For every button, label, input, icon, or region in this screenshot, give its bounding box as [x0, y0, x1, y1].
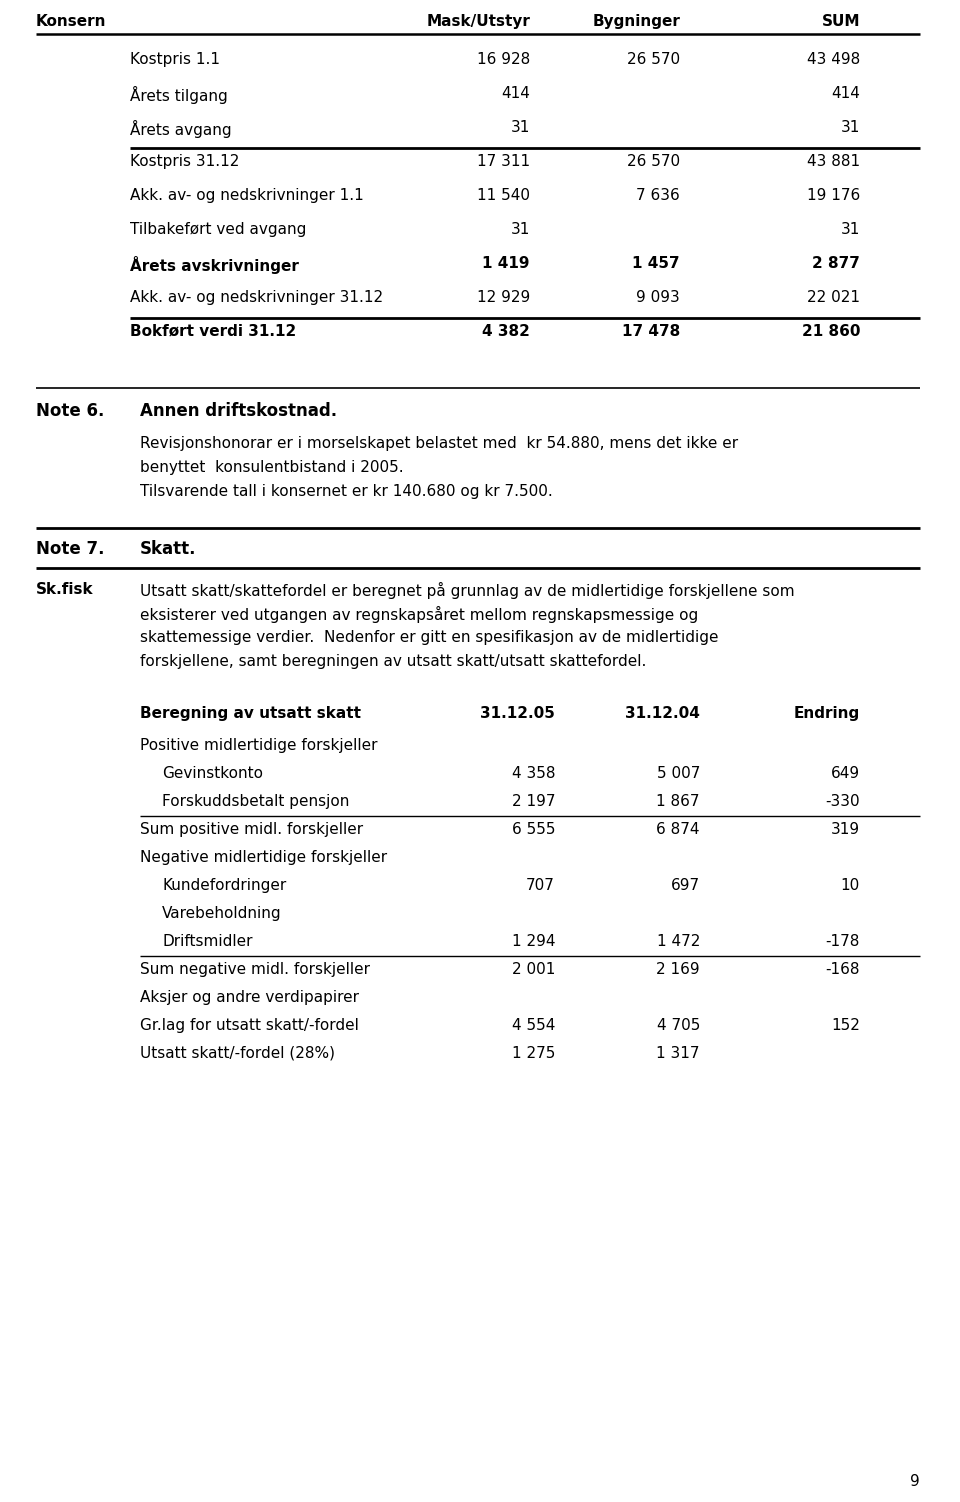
Text: 152: 152 [831, 1018, 860, 1033]
Text: 6 874: 6 874 [657, 822, 700, 837]
Text: 4 554: 4 554 [512, 1018, 555, 1033]
Text: 4 705: 4 705 [657, 1018, 700, 1033]
Text: 2 169: 2 169 [657, 961, 700, 976]
Text: Bygninger: Bygninger [592, 14, 680, 29]
Text: 17 478: 17 478 [622, 324, 680, 339]
Text: 414: 414 [831, 86, 860, 101]
Text: Konsern: Konsern [36, 14, 107, 29]
Text: 414: 414 [501, 86, 530, 101]
Text: Årets avgang: Årets avgang [130, 120, 231, 138]
Text: Forskuddsbetalt pensjon: Forskuddsbetalt pensjon [162, 795, 349, 810]
Text: 4 382: 4 382 [482, 324, 530, 339]
Text: Skatt.: Skatt. [140, 541, 197, 559]
Text: 43 498: 43 498 [806, 53, 860, 68]
Text: Driftsmidler: Driftsmidler [162, 934, 252, 949]
Text: 43 881: 43 881 [806, 155, 860, 170]
Text: -330: -330 [826, 795, 860, 810]
Text: 1 419: 1 419 [483, 255, 530, 270]
Text: 16 928: 16 928 [477, 53, 530, 68]
Text: 707: 707 [526, 879, 555, 894]
Text: 2 197: 2 197 [512, 795, 555, 810]
Text: Endring: Endring [794, 706, 860, 721]
Text: 10: 10 [841, 879, 860, 894]
Text: 2 001: 2 001 [512, 961, 555, 976]
Text: 31: 31 [841, 120, 860, 135]
Text: 31: 31 [511, 222, 530, 237]
Text: Kostpris 31.12: Kostpris 31.12 [130, 155, 239, 170]
Text: 5 007: 5 007 [657, 766, 700, 781]
Text: 2 877: 2 877 [812, 255, 860, 270]
Text: Note 6.: Note 6. [36, 403, 105, 421]
Text: Sum negative midl. forskjeller: Sum negative midl. forskjeller [140, 961, 370, 976]
Text: skattemessige verdier.  Nedenfor er gitt en spesifikasjon av de midlertidige: skattemessige verdier. Nedenfor er gitt … [140, 629, 718, 644]
Text: 649: 649 [830, 766, 860, 781]
Text: 9: 9 [910, 1473, 920, 1488]
Text: 31.12.04: 31.12.04 [625, 706, 700, 721]
Text: SUM: SUM [822, 14, 860, 29]
Text: 26 570: 26 570 [627, 53, 680, 68]
Text: 19 176: 19 176 [806, 188, 860, 203]
Text: Kostpris 1.1: Kostpris 1.1 [130, 53, 220, 68]
Text: Note 7.: Note 7. [36, 541, 105, 559]
Text: benyttet  konsulentbistand i 2005.: benyttet konsulentbistand i 2005. [140, 460, 403, 475]
Text: Annen driftskostnad.: Annen driftskostnad. [140, 403, 337, 421]
Text: Gevinstkonto: Gevinstkonto [162, 766, 263, 781]
Text: 1 275: 1 275 [512, 1045, 555, 1060]
Text: 1 457: 1 457 [633, 255, 680, 270]
Text: 1 867: 1 867 [657, 795, 700, 810]
Text: Kundefordringer: Kundefordringer [162, 879, 286, 894]
Text: 17 311: 17 311 [477, 155, 530, 170]
Text: Negative midlertidige forskjeller: Negative midlertidige forskjeller [140, 850, 387, 865]
Text: 31: 31 [841, 222, 860, 237]
Text: 697: 697 [671, 879, 700, 894]
Text: Sum positive midl. forskjeller: Sum positive midl. forskjeller [140, 822, 363, 837]
Text: Revisjonshonorar er i morselskapet belastet med  kr 54.880, mens det ikke er: Revisjonshonorar er i morselskapet belas… [140, 436, 738, 451]
Text: 1 294: 1 294 [512, 934, 555, 949]
Text: Positive midlertidige forskjeller: Positive midlertidige forskjeller [140, 737, 377, 753]
Text: Tilbakeført ved avgang: Tilbakeført ved avgang [130, 222, 306, 237]
Text: 1 317: 1 317 [657, 1045, 700, 1060]
Text: Aksjer og andre verdipapirer: Aksjer og andre verdipapirer [140, 990, 359, 1005]
Text: Beregning av utsatt skatt: Beregning av utsatt skatt [140, 706, 361, 721]
Text: 1 472: 1 472 [657, 934, 700, 949]
Text: Bokført verdi 31.12: Bokført verdi 31.12 [130, 324, 297, 339]
Text: Sk.fisk: Sk.fisk [36, 581, 94, 596]
Text: 31.12.05: 31.12.05 [480, 706, 555, 721]
Text: 319: 319 [830, 822, 860, 837]
Text: 6 555: 6 555 [512, 822, 555, 837]
Text: Årets avskrivninger: Årets avskrivninger [130, 255, 299, 273]
Text: Varebeholdning: Varebeholdning [162, 906, 281, 921]
Text: eksisterer ved utgangen av regnskapsåret mellom regnskapsmessige og: eksisterer ved utgangen av regnskapsåret… [140, 605, 698, 623]
Text: Tilsvarende tall i konsernet er kr 140.680 og kr 7.500.: Tilsvarende tall i konsernet er kr 140.6… [140, 484, 553, 499]
Text: 4 358: 4 358 [512, 766, 555, 781]
Text: Utsatt skatt/-fordel (28%): Utsatt skatt/-fordel (28%) [140, 1045, 335, 1060]
Text: Akk. av- og nedskrivninger 1.1: Akk. av- og nedskrivninger 1.1 [130, 188, 364, 203]
Text: Akk. av- og nedskrivninger 31.12: Akk. av- og nedskrivninger 31.12 [130, 290, 383, 305]
Text: 21 860: 21 860 [802, 324, 860, 339]
Text: 7 636: 7 636 [636, 188, 680, 203]
Text: forskjellene, samt beregningen av utsatt skatt/utsatt skattefordel.: forskjellene, samt beregningen av utsatt… [140, 653, 646, 668]
Text: 11 540: 11 540 [477, 188, 530, 203]
Text: 22 021: 22 021 [807, 290, 860, 305]
Text: -178: -178 [826, 934, 860, 949]
Text: Mask/Utstyr: Mask/Utstyr [426, 14, 530, 29]
Text: Gr.lag for utsatt skatt/-fordel: Gr.lag for utsatt skatt/-fordel [140, 1018, 359, 1033]
Text: Utsatt skatt/skattefordel er beregnet på grunnlag av de midlertidige forskjellen: Utsatt skatt/skattefordel er beregnet på… [140, 581, 795, 599]
Text: 9 093: 9 093 [636, 290, 680, 305]
Text: 12 929: 12 929 [477, 290, 530, 305]
Text: -168: -168 [826, 961, 860, 976]
Text: 26 570: 26 570 [627, 155, 680, 170]
Text: Årets tilgang: Årets tilgang [130, 86, 228, 104]
Text: 31: 31 [511, 120, 530, 135]
